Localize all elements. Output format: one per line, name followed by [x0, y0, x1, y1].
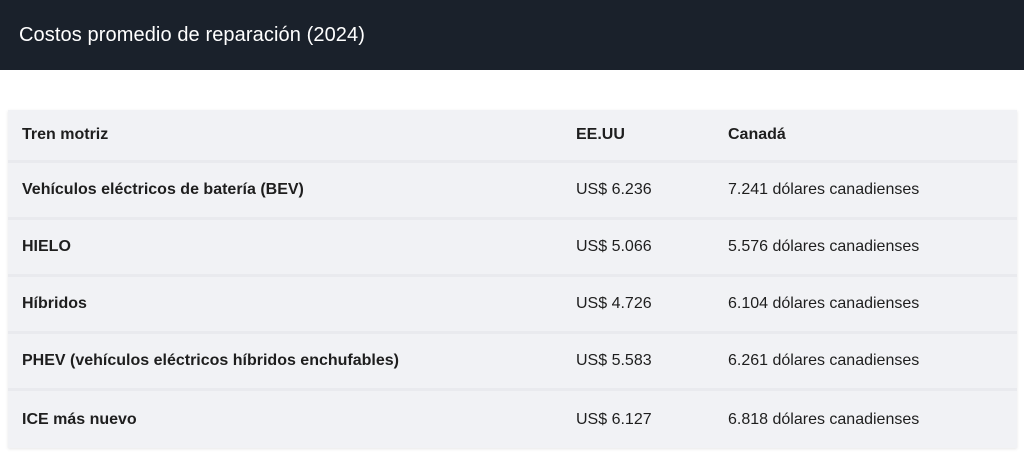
usa-cost-cell: US$ 4.726 [576, 295, 652, 312]
powertrain-cell: ICE más nuevo [22, 410, 137, 428]
page-header: Costos promedio de reparación (2024) [0, 0, 1024, 70]
canada-cost-cell: 6.104 dólares canadienses [728, 295, 920, 312]
usa-cost-cell: US$ 6.236 [576, 181, 652, 198]
usa-cost-cell: US$ 5.066 [576, 238, 652, 255]
column-header-usa: EE.UU [576, 126, 625, 143]
table-row: Híbridos US$ 4.726 6.104 dólares canadie… [8, 277, 1017, 331]
column-header-powertrain: Tren motriz [22, 126, 109, 143]
usa-cost-cell: US$ 5.583 [576, 352, 652, 369]
powertrain-cell: PHEV (vehículos eléctricos híbridos ench… [22, 352, 399, 369]
page-title: Costos promedio de reparación (2024) [19, 23, 366, 46]
canada-cost-cell: 7.241 dólares canadienses [728, 181, 920, 198]
table-header-row: Tren motriz EE.UU Canadá [8, 110, 1017, 160]
canada-cost-cell: 6.818 dólares canadienses [728, 410, 920, 428]
column-header-canada: Canadá [728, 126, 786, 143]
canada-cost-cell: 6.261 dólares canadienses [728, 352, 920, 369]
table-row: HIELO US$ 5.066 5.576 dólares canadiense… [8, 220, 1017, 274]
repair-costs-table: Tren motriz EE.UU Canadá Vehículos eléct… [8, 110, 1017, 448]
canada-cost-cell: 5.576 dólares canadienses [728, 238, 920, 255]
usa-cost-cell: US$ 6.127 [576, 410, 652, 428]
table-row: ICE más nuevo US$ 6.127 6.818 dólares ca… [8, 391, 1017, 448]
powertrain-cell: Vehículos eléctricos de batería (BEV) [22, 181, 304, 198]
powertrain-cell: HIELO [22, 238, 71, 255]
table-row: Vehículos eléctricos de batería (BEV) US… [8, 163, 1017, 217]
powertrain-cell: Híbridos [22, 295, 87, 312]
table-row: PHEV (vehículos eléctricos híbridos ench… [8, 334, 1017, 388]
